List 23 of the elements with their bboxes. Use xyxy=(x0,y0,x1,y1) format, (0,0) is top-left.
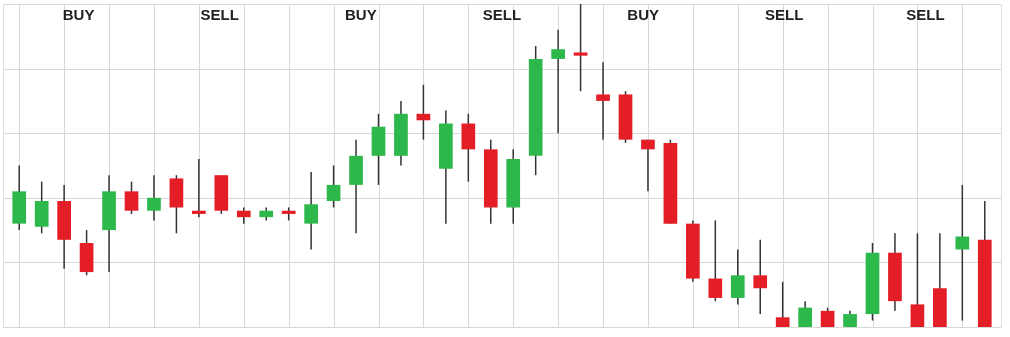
candlestick xyxy=(236,206,251,225)
candlestick xyxy=(910,232,925,328)
candlestick xyxy=(147,174,161,222)
annotation: SELL xyxy=(906,6,945,23)
candlestick xyxy=(551,29,565,134)
annotation: SELL xyxy=(200,6,239,23)
candlestick xyxy=(326,164,341,209)
annotation: SELL xyxy=(482,6,522,23)
candlestick xyxy=(753,239,768,315)
candlestick xyxy=(573,3,588,92)
candlestick xyxy=(708,219,723,302)
candlestick xyxy=(192,158,206,218)
candlestick xyxy=(775,281,790,328)
annotation: BUY xyxy=(62,6,95,23)
candlestick xyxy=(641,138,655,193)
candlestick xyxy=(304,171,318,251)
candlestick xyxy=(730,248,745,306)
candlestick xyxy=(798,300,812,328)
candlestick xyxy=(124,180,139,215)
annotation: BUY xyxy=(627,6,659,23)
annotation: SELL xyxy=(765,6,804,23)
candlestick xyxy=(596,61,610,141)
annotation: BUY xyxy=(345,6,377,23)
